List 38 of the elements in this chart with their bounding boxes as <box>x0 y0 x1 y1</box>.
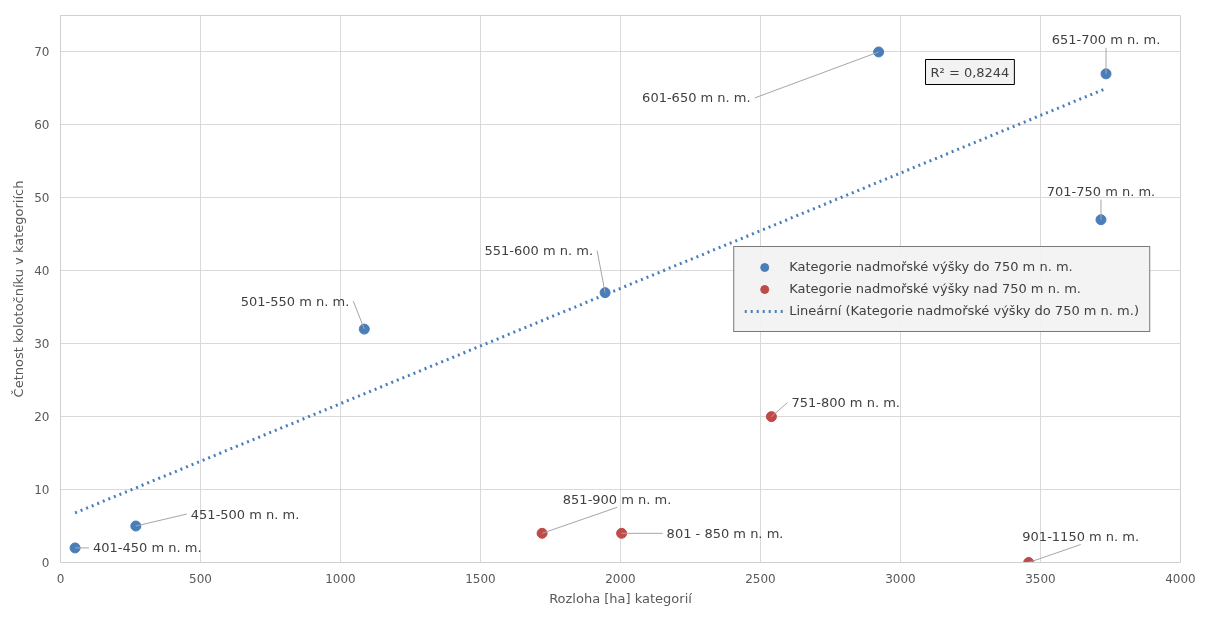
annotation: R² = 0,8244 <box>930 64 1010 80</box>
point <box>358 323 370 335</box>
x-tick-label: 3500 <box>1025 571 1056 586</box>
x-axis-title: Rozloha [ha] kategorií <box>549 590 693 606</box>
legend-label: Lineární (Kategorie nadmořské výšky do 750 m n. m.) <box>789 303 1139 318</box>
y-tick-label: 50 <box>34 191 50 206</box>
annotation: 401-450 m n. m. <box>93 540 202 556</box>
annotation: 751-800 m n. m. <box>791 395 900 411</box>
y-tick-label: 0 <box>41 556 50 570</box>
y-axis-title: Četnost kolotočníku v kategoriích <box>11 180 27 398</box>
point <box>873 46 885 58</box>
x-tick-label: 0 <box>56 571 65 586</box>
annotation: 601-650 m n. m. <box>642 90 751 106</box>
annotation: 851-900 m n. m. <box>562 491 672 507</box>
x-tick-label: 1000 <box>325 571 356 586</box>
x-tick-label: 3000 <box>885 571 916 586</box>
legend-label: Kategorie nadmořské výšky nad 750 m n. m. <box>789 281 1081 296</box>
y-tick-label: 30 <box>34 337 50 352</box>
x-tick-label: 2000 <box>605 571 636 586</box>
annotation: 701-750 m n. m. <box>1046 184 1156 200</box>
point <box>765 411 777 423</box>
annotation: 801 - 850 m n. m. <box>666 525 784 541</box>
legend-label: Kategorie nadmořské výšky do 750 m n. m. <box>789 259 1073 274</box>
y-tick-label: 10 <box>34 483 50 498</box>
x-tick-label: 2500 <box>745 571 776 586</box>
x-tick-label: 1500 <box>465 571 496 586</box>
annotation: 651-700 m n. m. <box>1051 32 1161 48</box>
y-tick-label: 40 <box>34 264 50 279</box>
annotation: 551-600 m n. m. <box>484 243 594 259</box>
annotation: 901-1150 m n. m. <box>1022 529 1140 544</box>
x-tick-label: 4000 <box>1165 571 1196 586</box>
y-tick-label: 70 <box>34 45 50 60</box>
x-tick-label: 500 <box>189 571 212 586</box>
y-tick-label: 20 <box>34 410 50 425</box>
annotation: 451-500 m n. m. <box>190 506 300 522</box>
y-tick-label: 60 <box>34 118 50 133</box>
point <box>616 527 628 539</box>
annotation: 501-550 m n. m. <box>240 293 350 309</box>
